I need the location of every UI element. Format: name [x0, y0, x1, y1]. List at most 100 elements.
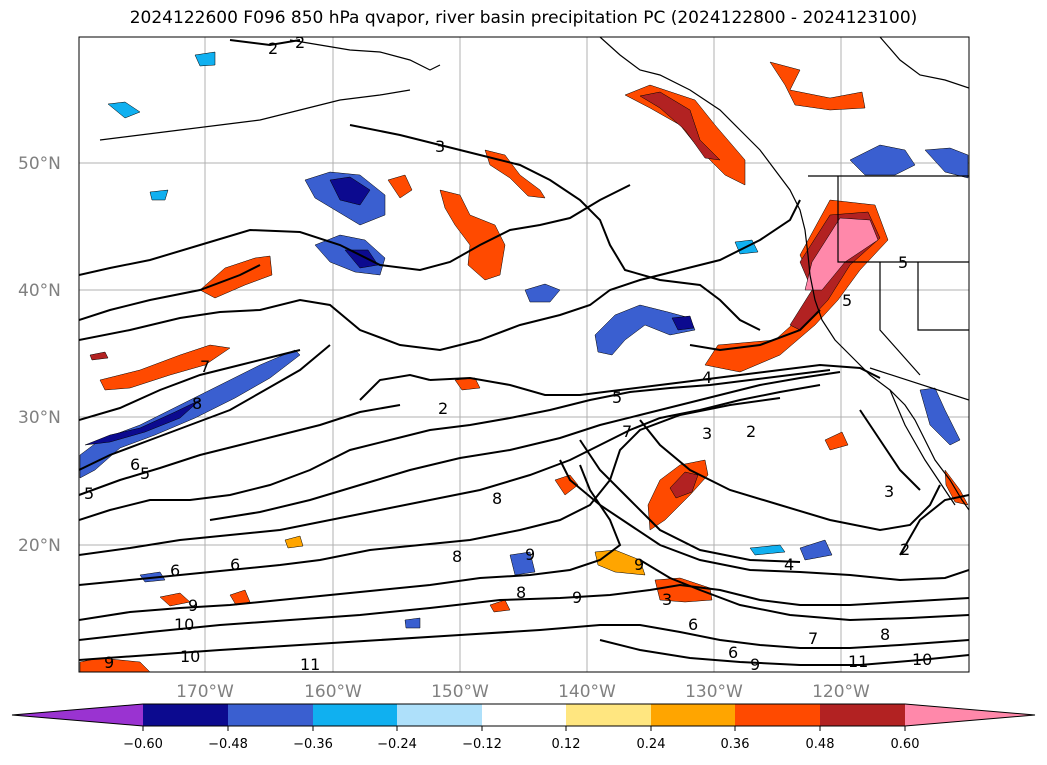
contour-line [639, 419, 941, 532]
contour-line [79, 369, 831, 521]
colorbar-tick-label: −0.60 [123, 737, 163, 752]
contour-label: 5 [842, 291, 852, 310]
baja-california [889, 389, 956, 506]
contour-label: 9 [634, 555, 644, 574]
colorbar: −0.60 −0.48 −0.36 −0.24 −0.12 0.12 0.24 … [11, 703, 1036, 752]
precip-area [489, 599, 511, 613]
contour-line [79, 464, 622, 621]
aleutian-islands [99, 89, 411, 141]
precip-area [524, 283, 561, 303]
contour-label: 9 [525, 545, 535, 564]
contour-line [899, 494, 969, 556]
colorbar-cell [482, 704, 566, 726]
map-panel: 2 2 3 5 4 5 5 2 8 5 6 5 6 7 7 3 2 3 9 8 … [79, 33, 969, 674]
precip-area [89, 351, 109, 361]
map-frame [78, 36, 970, 673]
precip-area [107, 101, 141, 119]
contour-label: 6 [170, 561, 180, 580]
contour-label: 3 [702, 424, 712, 443]
precip-area [159, 592, 191, 607]
canada-coast [879, 37, 969, 89]
lon-label: 130°W [685, 682, 743, 702]
contour-label: 9 [572, 588, 582, 607]
contour-line [79, 583, 969, 641]
precip-area [799, 539, 833, 561]
contour-line [79, 624, 969, 661]
contour-label: 8 [192, 394, 202, 413]
contour-label: 8 [880, 625, 890, 644]
state-border [837, 176, 969, 263]
colorbar-cell [905, 704, 1035, 726]
colorbar-tick-label: −0.36 [293, 737, 333, 752]
contour-line [429, 363, 881, 396]
precip-area [594, 304, 696, 356]
contour-label: 2 [295, 33, 305, 52]
contour-label: 6 [688, 615, 698, 634]
precip-area [194, 51, 216, 67]
contour-line [229, 39, 301, 47]
contour-line [79, 349, 301, 421]
contour-line [559, 459, 969, 582]
contour-line [859, 409, 921, 491]
colorbar-cell [820, 704, 905, 726]
colorbar-cell [651, 704, 735, 726]
precip-area [639, 91, 721, 161]
colorbar-tick-label: −0.24 [377, 737, 417, 752]
contour-label: 3 [435, 137, 445, 156]
precip-area [404, 617, 421, 629]
coastlines [99, 37, 969, 511]
precip-area [84, 399, 201, 446]
contour-line [599, 639, 969, 666]
contour-label: 10 [180, 647, 200, 666]
colorbar-cell [566, 704, 651, 726]
lat-label: 40°N [18, 281, 61, 301]
contour-line [79, 384, 821, 556]
contour-label: 6 [130, 455, 140, 474]
contour-label: 6 [728, 643, 738, 662]
contour-label: 11 [300, 655, 320, 674]
precip-area [284, 535, 304, 549]
colorbar-cell [313, 704, 397, 726]
contour-line [79, 344, 331, 471]
lon-label: 160°W [304, 682, 362, 702]
precip-area [594, 549, 646, 576]
precip-area [849, 144, 916, 176]
lon-label: 120°W [812, 682, 870, 702]
contour-line [79, 264, 261, 321]
contour-labels: 2 2 3 5 4 5 5 2 8 5 6 5 6 7 7 3 2 3 9 8 … [84, 33, 932, 674]
precip-area [669, 471, 699, 499]
colorbar-tick-label: 0.60 [891, 737, 920, 752]
contour-label: 9 [104, 653, 114, 672]
contour-line [79, 404, 401, 496]
colorbar-cell [228, 704, 313, 726]
precip-area [671, 315, 695, 331]
lon-label: 170°W [176, 682, 234, 702]
colorbar-cell [143, 704, 228, 726]
colorbar-tick-label: 0.12 [552, 737, 581, 752]
contour-label: 8 [452, 547, 462, 566]
contour-label: 5 [612, 388, 622, 407]
precip-area [387, 174, 413, 199]
contour-line [639, 559, 969, 622]
lat-label: 50°N [18, 154, 61, 174]
precip-area [329, 176, 371, 206]
precip-positive-areas [79, 61, 969, 672]
alaska-coast [289, 39, 441, 71]
contour-label: 7 [622, 422, 632, 441]
contour-label: 10 [912, 650, 932, 669]
precip-area [554, 474, 579, 496]
colorbar-tick-label: −0.12 [462, 737, 502, 752]
contour-label: 3 [884, 482, 894, 501]
precip-negative-areas [79, 51, 969, 629]
contour-label: 7 [200, 357, 210, 376]
contour-label: 5 [84, 484, 94, 503]
colorbar-tick-label: 0.36 [721, 737, 750, 752]
contour-label: 4 [702, 368, 712, 387]
contour-label: 11 [848, 652, 868, 671]
precip-area [749, 544, 786, 556]
precip-area [769, 61, 866, 111]
contour-line [209, 371, 841, 521]
precip-area [804, 217, 879, 291]
contour-label: 9 [188, 596, 198, 615]
